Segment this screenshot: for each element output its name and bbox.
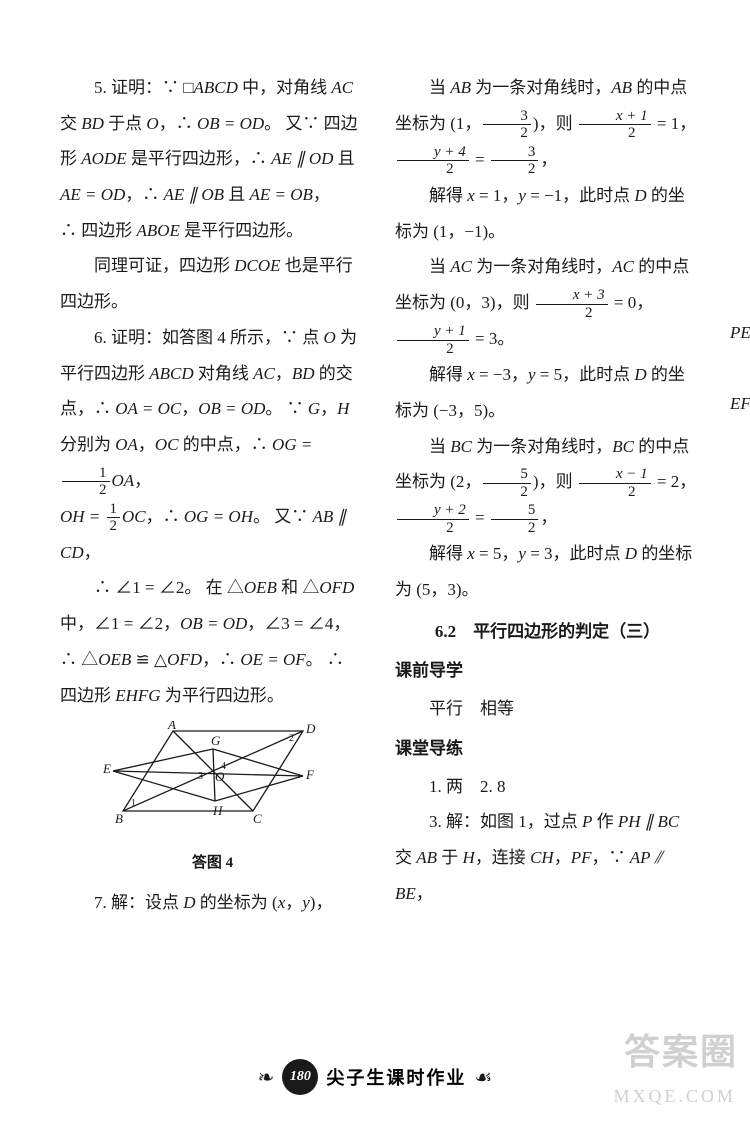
q3: 3. 解：如图 1，过点 P 作 PH ∥ BC 交 AB 于 H，连接 CH，… [395,804,700,911]
swirl-left-icon: ❧ [258,1065,275,1090]
q7-p2: 当 AB 为一条对角线时，AB 的中点坐标为 (1，32)，则 x + 12 =… [395,70,700,178]
r5: 解得 x = 5，y = 3，此时点 D 的坐标为 (5，3)。 [395,536,700,607]
proof-6-p1: 6. 证明：如答图 4 所示，∵ 点 O 为平行四边形 ABCD 对角线 AC，… [60,320,365,499]
svg-text:E: E [103,761,111,776]
svg-text:G: G [211,733,221,748]
watermark-url: MXQE.COM [613,1086,736,1107]
proof-6-p2: OH = 12OC，∴ OG = OH。 又∵ AB ∥ CD， [60,499,365,571]
r1: 标为 (1，−1)。 [395,214,700,250]
proof-5-p1: 5. 证明：∵ □ABCD 中，对角线 AC 交 BD 于点 O，∴ OB = … [60,70,365,213]
watermark-brand: 答案圈 [624,1023,738,1075]
proof-5-p3: 同理可证，四边形 DCOE 也是平行四边形。 [60,248,365,319]
page-number: 180 [282,1059,318,1095]
svg-text:B: B [115,811,123,826]
swirl-right-icon: ☙ [474,1065,492,1090]
figure-4-caption: 答图 4 [60,848,365,880]
proof-5-p2: ∴ 四边形 ABOE 是平行四边形。 [60,213,365,249]
figure-4: A D B C E F G H O 1 2 3 4 [60,721,365,844]
section-title: 6.2 平行四边形的判定（三） [395,614,700,650]
sub-title-2: 课堂导练 [395,731,700,767]
svg-text:3: 3 [198,771,203,782]
svg-text:4: 4 [221,761,226,772]
svg-text:C: C [253,811,262,826]
svg-text:H: H [212,803,223,818]
svg-text:F: F [305,767,315,782]
q7-p3: 解得 x = 1，y = −1，此时点 D 的坐 [395,178,700,214]
sub-title-1: 课前导学 [395,653,700,689]
page-content: 5. 证明：∵ □ABCD 中，对角线 AC 交 BD 于点 O，∴ OB = … [0,0,750,1100]
svg-text:D: D [305,721,316,736]
footer-title: 尖子生课时作业 [326,1064,466,1090]
sub1-text: 平行 相等 [395,691,700,727]
q7-p1: 7. 解：设点 D 的坐标为 (x，y)， [60,885,365,921]
svg-text:2: 2 [289,733,294,744]
figure-1: A H P B C D E G [730,70,750,238]
q1-q2: 1. 两 2. 8 [395,769,700,805]
r2: 当 AC 为一条对角线时，AC 的中点坐标为 (0，3)，则 x + 32 = … [395,249,700,357]
r6: ∴ 四边形 APEB 是平行四边形，∴ PE ∥ AB，PE = AB。 [730,279,750,350]
r7: ∵ 四边形 BDEF 是平行四边形，∴ EF ∥ BD，EF = BD，即 EF… [730,351,750,422]
svg-text:A: A [167,721,176,732]
r4: 当 BC 为一条对角线时，BC 的中点坐标为 (2，52)，则 x − 12 =… [395,429,700,537]
proof-6-p3: ∴ ∠1 = ∠2。 在 △OEB 和 △OFD 中，∠1 = ∠2，OB = … [60,570,365,713]
figure-1-caption: 图 1 [730,242,750,274]
svg-text:1: 1 [131,798,136,809]
r3: 解得 x = −3，y = 5，此时点 D 的坐标为 (−3，5)。 [395,357,700,428]
